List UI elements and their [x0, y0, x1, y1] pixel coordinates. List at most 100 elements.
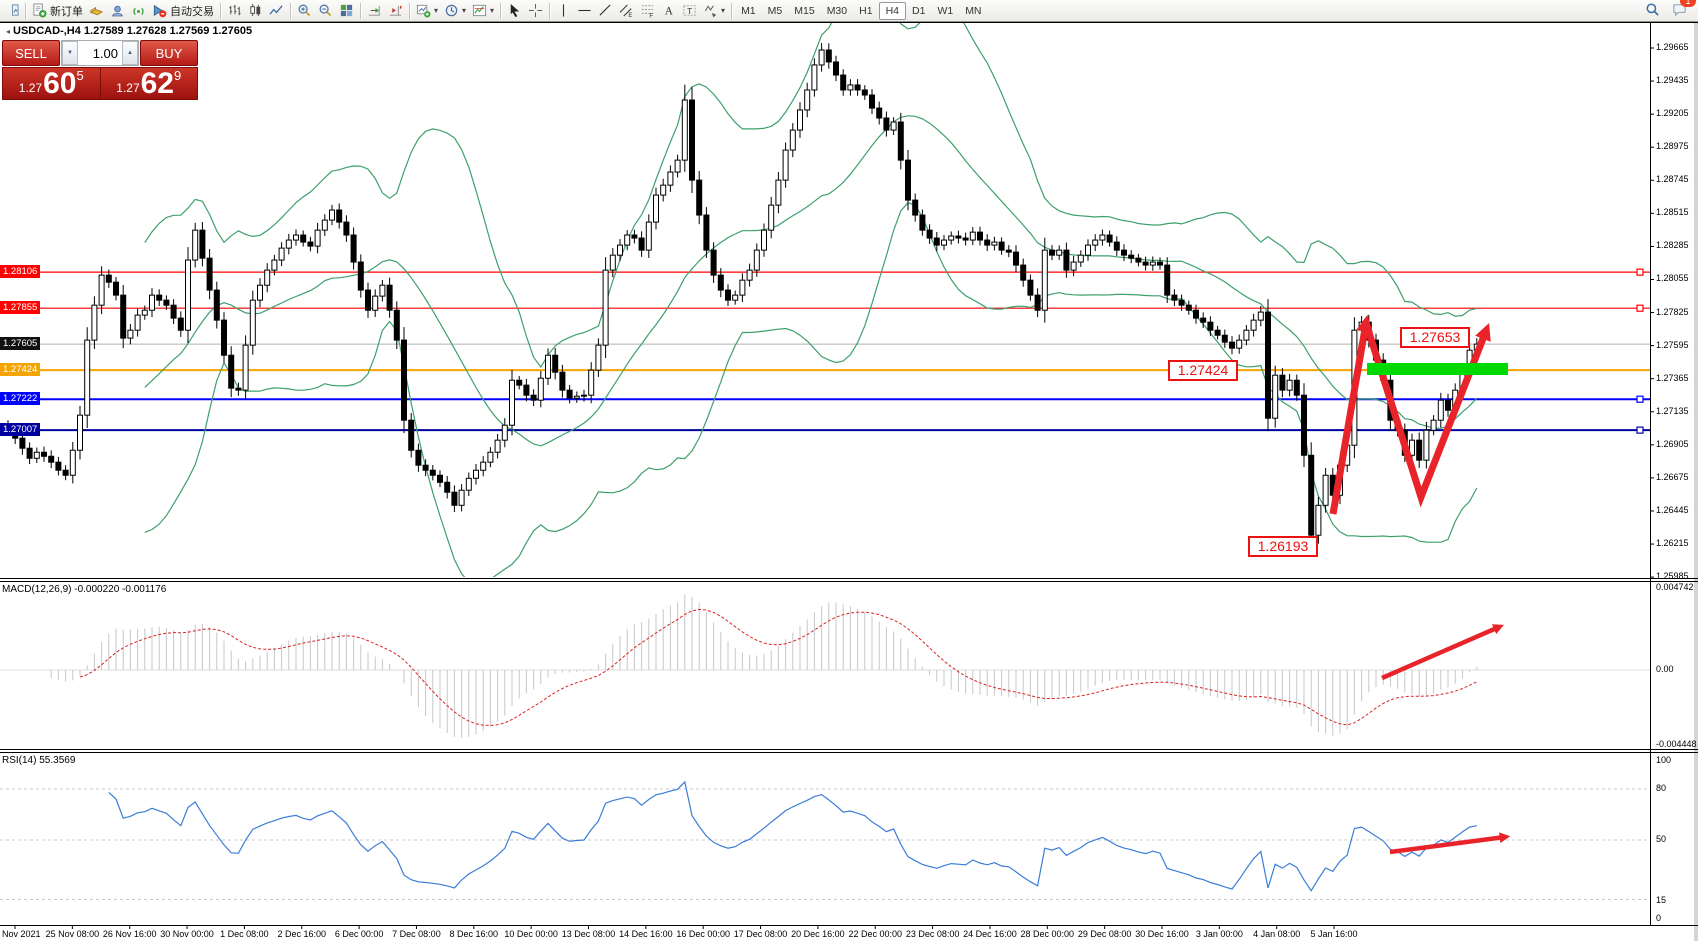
volume-decrease-button[interactable]: ▼ [62, 41, 78, 65]
search-button[interactable] [1642, 0, 1663, 19]
new-order-button[interactable]: 新订单 [29, 1, 86, 21]
buy-price[interactable]: 1.27 62 9 [101, 68, 198, 99]
zoom-out-icon [318, 3, 333, 18]
symbol-ohlc-line: ◂ USDCAD-,H4 1.27589 1.27628 1.27569 1.27… [6, 25, 252, 37]
macd-indicator-label: MACD(12,26,9) -0.000220 -0.001176 [2, 584, 167, 595]
fibonacci-button[interactable]: F [637, 1, 658, 21]
hline-marker[interactable] [1636, 304, 1644, 312]
shapes-icon [703, 3, 718, 18]
volume-increase-button[interactable]: ▲ [122, 41, 138, 65]
timeframe-h4-button[interactable]: H4 [878, 1, 906, 20]
equidistant-channel-button[interactable]: E [616, 1, 637, 21]
timeframe-m1-button[interactable]: M1 [735, 2, 762, 20]
svg-text:A: A [665, 6, 674, 18]
highlight-rectangle[interactable] [1367, 363, 1508, 375]
periods-button[interactable]: ▾ [441, 1, 469, 21]
timeframe-mn-button[interactable]: MN [959, 2, 987, 20]
bars-icon [227, 3, 242, 18]
macd-trend-arrow[interactable] [1381, 624, 1504, 681]
chart-shift-button[interactable] [385, 1, 406, 21]
toolbar-separator [360, 2, 361, 19]
textA-icon: A [661, 3, 676, 18]
timeframe-m5-button[interactable]: M5 [762, 2, 789, 20]
new-order-button-label: 新订单 [50, 5, 83, 18]
tline-icon [598, 3, 613, 18]
timeframe-h4-button-label: H4 [885, 4, 899, 17]
cursor-button[interactable] [504, 1, 525, 21]
price-annotation-label[interactable]: 1.27424 [1168, 360, 1238, 381]
text-button[interactable]: A [658, 1, 679, 21]
price-annotation-label[interactable]: 1.27653 [1400, 327, 1470, 348]
rsi-trend-arrow[interactable] [1389, 832, 1511, 855]
vertical-line-button[interactable] [553, 1, 574, 21]
volume-input[interactable] [78, 41, 122, 65]
autotrading-button-label: 自动交易 [170, 5, 214, 18]
crosshair-button[interactable] [525, 1, 546, 21]
horizontal-line-button[interactable] [574, 1, 595, 21]
timeframe-m15-button[interactable]: M15 [788, 2, 820, 20]
arrows-button[interactable]: ▾ [700, 1, 728, 21]
signals-button[interactable] [128, 1, 149, 21]
timeframe-m15-button-label: M15 [794, 4, 815, 17]
chevron-down-icon: ▾ [721, 5, 726, 15]
linechart-icon [269, 3, 284, 18]
bollinger-bands [144, 23, 1478, 577]
zoom-out-button[interactable] [315, 1, 336, 21]
sell-price[interactable]: 1.27 60 5 [3, 68, 100, 99]
timeframe-m1-button-label: M1 [741, 4, 756, 17]
toolbar-separator [25, 2, 26, 19]
trend-arrow-zigzag[interactable] [1362, 321, 1491, 508]
trend-arrow-up-1[interactable] [1329, 314, 1373, 515]
price-divider [99, 68, 101, 99]
bar-chart-button[interactable] [224, 1, 245, 21]
timeframe-m5-button-label: M5 [767, 4, 783, 17]
timeframe-d1-button[interactable]: D1 [906, 2, 931, 20]
svg-text:F: F [649, 13, 653, 18]
price-annotation-label[interactable]: 1.26193 [1248, 536, 1318, 557]
new-order-icon [32, 3, 47, 18]
candles[interactable] [5, 42, 1480, 548]
line-chart-button[interactable] [266, 1, 287, 21]
toolbar-separator [500, 2, 502, 19]
toolbar-separator [290, 2, 291, 19]
zoom-in-button[interactable] [294, 1, 315, 21]
candlestick-chart-button[interactable] [245, 1, 266, 21]
timeframe-w1-button-label: W1 [937, 4, 954, 17]
timeframe-mn-button-label: MN [965, 4, 982, 17]
timeframe-w1-button[interactable]: W1 [931, 2, 959, 20]
tile-windows-button[interactable] [336, 1, 357, 21]
toolbar-separator [731, 2, 733, 19]
sell-button[interactable]: SELL [2, 40, 60, 66]
toolbar-separator [549, 2, 551, 19]
metaeditor-button[interactable] [86, 1, 107, 21]
chartshift-icon [388, 3, 403, 18]
charts-menu-button[interactable] [1, 1, 22, 21]
macd-signal-line [79, 608, 1478, 727]
hline-marker[interactable] [1636, 426, 1644, 434]
indicators-button[interactable]: ▾ [469, 1, 497, 21]
new-chart-button[interactable]: ▾ [413, 1, 441, 21]
auto-scroll-button[interactable] [364, 1, 385, 21]
volume-stepper: ▼ ▲ [61, 40, 139, 66]
timeframe-m30-button[interactable]: M30 [821, 2, 853, 20]
toolbar-separator [220, 2, 221, 19]
one-click-trading-panel: SELL ▼ ▲ BUY 1.27 60 5 1.27 62 9 [2, 40, 198, 100]
autoscroll-icon [367, 3, 382, 18]
autotrading-button[interactable]: 自动交易 [149, 1, 217, 21]
clock-icon [444, 3, 459, 18]
zoom-in-icon [297, 3, 312, 18]
profile-icon [110, 3, 125, 18]
buy-button[interactable]: BUY [140, 40, 198, 66]
timeframe-h1-button-label: H1 [859, 4, 873, 17]
buy-price-small: 1.27 [116, 81, 140, 95]
trendline-button[interactable] [595, 1, 616, 21]
chevron-down-icon: ▾ [490, 5, 495, 15]
text-label-button[interactable]: T [679, 1, 700, 21]
hline-marker[interactable] [1636, 268, 1644, 276]
timeframe-h1-button[interactable]: H1 [853, 2, 878, 20]
market-button[interactable] [107, 1, 128, 21]
sell-price-sup: 5 [76, 68, 84, 83]
svg-text:E: E [628, 12, 632, 18]
hline-marker[interactable] [1636, 395, 1644, 403]
